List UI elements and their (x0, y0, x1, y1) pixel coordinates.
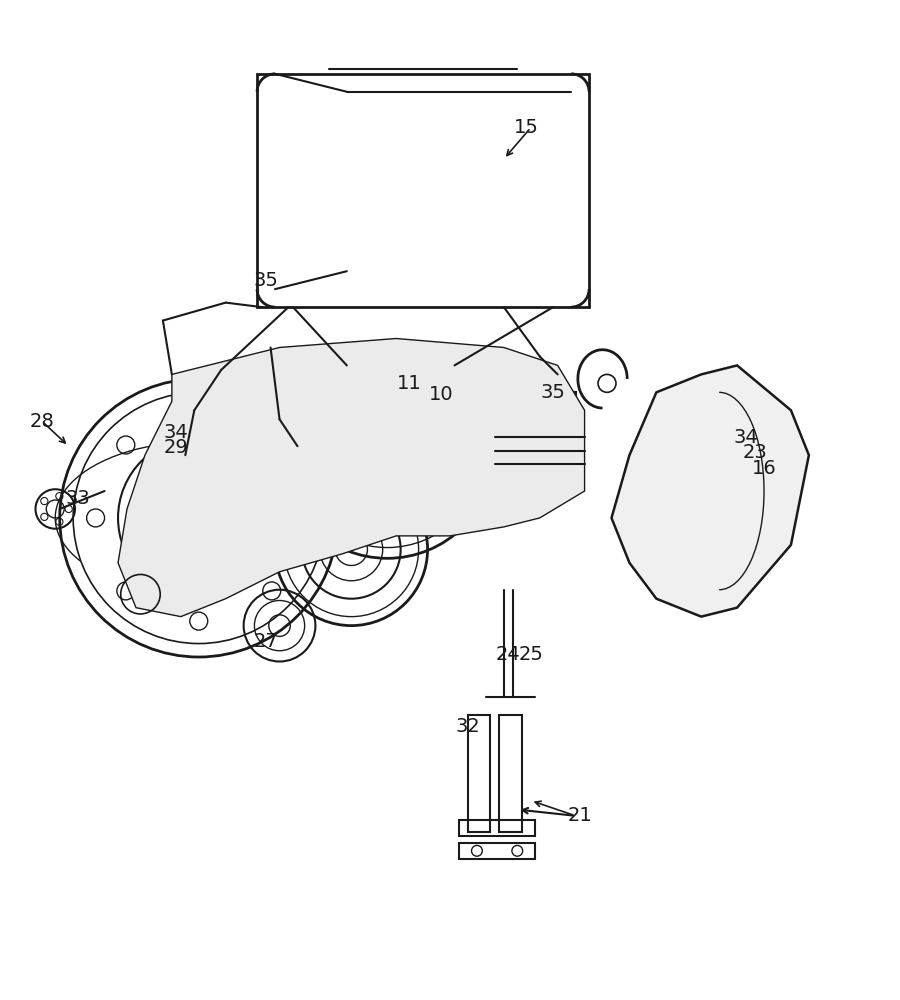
Bar (468, 715, 490, 832)
Bar (219, 412, 235, 423)
Text: 25: 25 (518, 645, 544, 664)
Text: 27: 27 (254, 632, 278, 651)
Bar (219, 425, 235, 435)
Bar (542, 400, 558, 410)
Bar (542, 425, 558, 435)
Text: 35: 35 (254, 271, 278, 290)
Text: 10: 10 (428, 385, 454, 404)
Text: 32: 32 (455, 717, 481, 736)
Bar (459, 820, 536, 836)
Bar (257, 74, 590, 307)
Text: 11: 11 (397, 374, 422, 393)
Text: 21: 21 (568, 806, 592, 825)
Bar (181, 424, 203, 460)
Text: 35: 35 (541, 383, 565, 402)
Bar (542, 412, 558, 423)
Bar (540, 392, 576, 451)
Text: 29: 29 (164, 438, 189, 457)
Bar (219, 437, 235, 448)
Text: 34: 34 (734, 428, 759, 447)
Bar (217, 401, 253, 451)
Polygon shape (611, 365, 809, 617)
Text: 15: 15 (514, 118, 539, 137)
Text: 16: 16 (752, 459, 777, 478)
Text: 23: 23 (742, 443, 768, 462)
Bar (542, 437, 558, 448)
Bar (459, 843, 536, 859)
Bar (500, 374, 518, 482)
Bar (500, 715, 522, 832)
Text: 24: 24 (496, 645, 521, 664)
Text: 34: 34 (164, 423, 189, 442)
Text: 28: 28 (30, 412, 54, 431)
Polygon shape (118, 338, 585, 617)
Text: 33: 33 (66, 489, 90, 508)
